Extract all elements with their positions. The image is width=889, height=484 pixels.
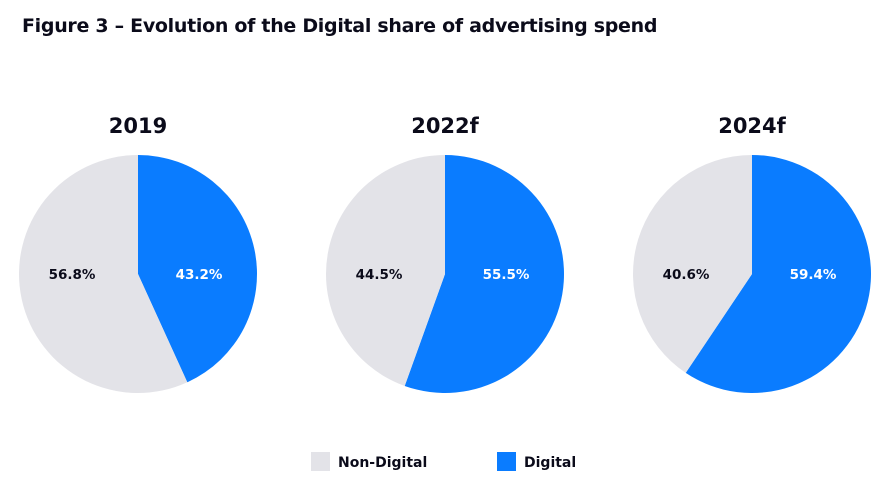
legend-label: Non-Digital (338, 455, 427, 471)
data-label-non-digital: 40.6% (663, 267, 710, 283)
legend-swatch (497, 452, 516, 471)
figure-title: Figure 3 – Evolution of the Digital shar… (22, 15, 658, 37)
pie-chart-2024f: 2024f 59.4% 40.6% (633, 114, 872, 393)
pie-slice-digital (685, 155, 872, 393)
pie-slice-non-digital (325, 155, 445, 386)
data-label-digital: 43.2% (176, 267, 223, 283)
data-label-digital: 55.5% (483, 267, 530, 283)
legend-item-digital: Digital (497, 452, 576, 471)
legend: Non-Digital Digital (311, 452, 576, 471)
data-label-non-digital: 56.8% (49, 267, 96, 283)
pie-chart-2022f: 2022f 55.5% 44.5% (325, 114, 565, 394)
pie-chart-2019: 2019 43.2% 56.8% (19, 114, 258, 393)
legend-swatch (311, 452, 330, 471)
pie-title: 2024f (718, 114, 786, 138)
pie-title: 2019 (109, 114, 167, 138)
data-label-digital: 59.4% (790, 267, 837, 283)
pie-slice-digital (404, 155, 565, 394)
pie-slice-non-digital (633, 155, 752, 373)
pie-slice-digital (138, 155, 258, 383)
legend-label: Digital (524, 455, 576, 471)
pie-title: 2022f (411, 114, 479, 138)
pie-slice-non-digital (19, 155, 188, 393)
data-label-non-digital: 44.5% (356, 267, 403, 283)
legend-item-non-digital: Non-Digital (311, 452, 427, 471)
